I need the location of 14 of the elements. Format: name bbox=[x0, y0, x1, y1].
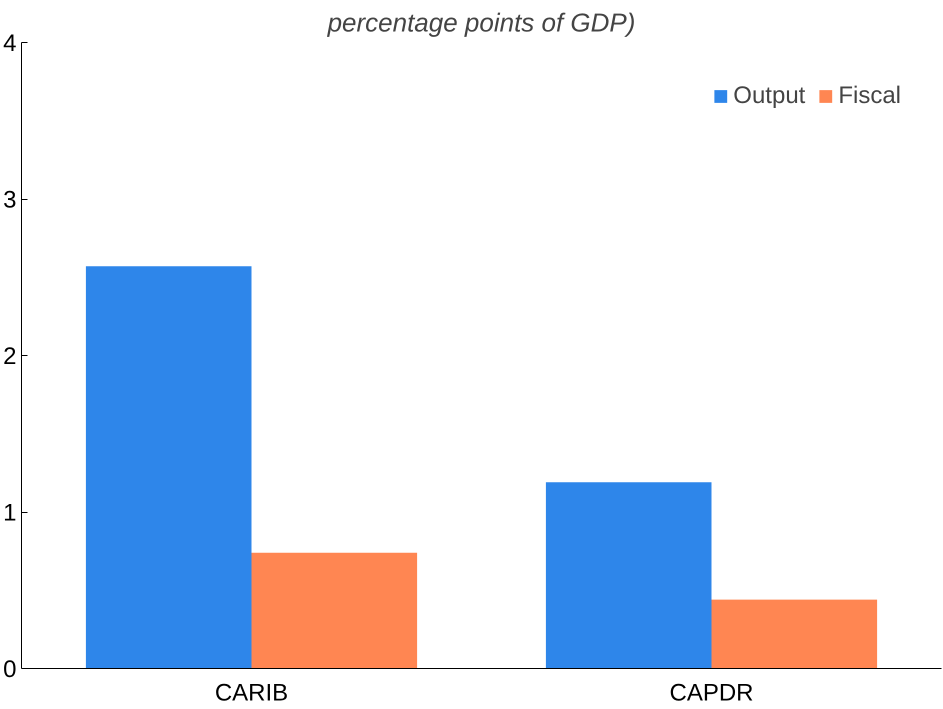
x-tick-label: CAPDR bbox=[669, 680, 754, 706]
bar bbox=[712, 600, 878, 668]
y-tick-label: 4 bbox=[3, 30, 17, 57]
bar bbox=[86, 266, 252, 668]
bar bbox=[546, 482, 712, 668]
y-tick-label: 1 bbox=[3, 500, 17, 526]
x-tick-label: CARIB bbox=[214, 680, 288, 706]
chart-title: percentage points of GDP) bbox=[326, 8, 636, 38]
y-tick-label: 0 bbox=[3, 656, 17, 683]
y-tick-label: 2 bbox=[3, 343, 17, 370]
bar bbox=[252, 552, 418, 668]
y-tick-label: 3 bbox=[3, 186, 17, 214]
legend-label: Output bbox=[733, 82, 806, 110]
legend-label: Fiscal bbox=[838, 82, 901, 110]
